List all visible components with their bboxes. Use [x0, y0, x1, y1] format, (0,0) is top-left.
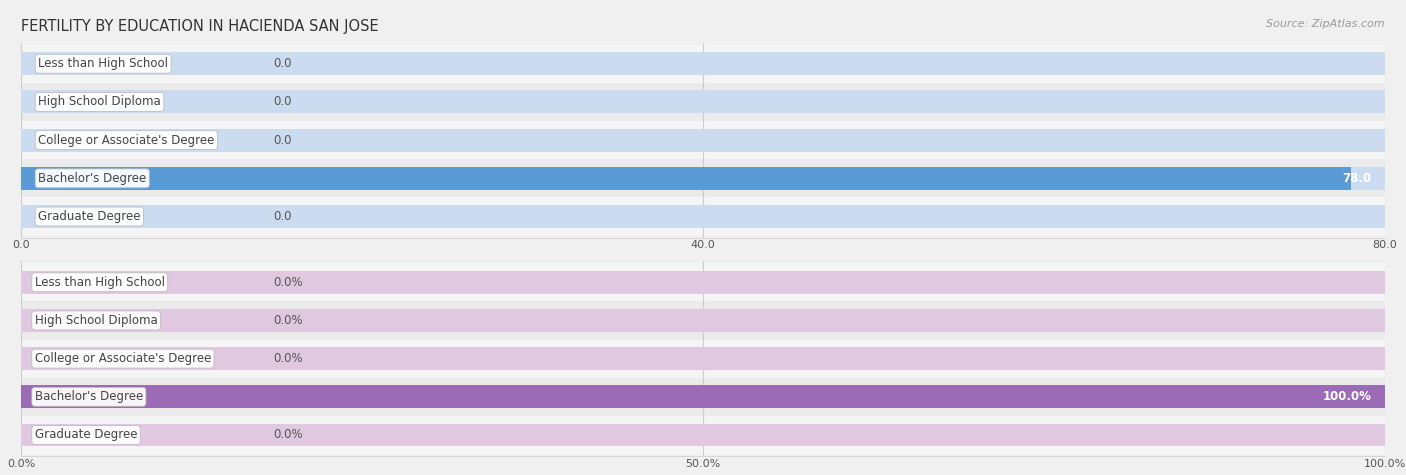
Bar: [21, 167, 1351, 190]
Bar: [21, 340, 1385, 378]
Bar: [21, 45, 1385, 83]
Text: Graduate Degree: Graduate Degree: [35, 428, 138, 441]
Text: FERTILITY BY EDUCATION IN HACIENDA SAN JOSE: FERTILITY BY EDUCATION IN HACIENDA SAN J…: [21, 19, 378, 34]
Text: Graduate Degree: Graduate Degree: [38, 210, 141, 223]
Bar: [21, 167, 1385, 190]
Text: 0.0: 0.0: [273, 210, 292, 223]
Bar: [21, 52, 1385, 75]
Text: High School Diploma: High School Diploma: [35, 314, 157, 327]
Text: Less than High School: Less than High School: [38, 57, 169, 70]
Text: 0.0%: 0.0%: [273, 276, 304, 289]
Text: 0.0%: 0.0%: [273, 428, 304, 441]
Bar: [21, 424, 1385, 446]
Bar: [21, 159, 1385, 198]
Bar: [21, 90, 1385, 114]
Text: High School Diploma: High School Diploma: [38, 95, 160, 108]
Bar: [21, 416, 1385, 454]
Text: Source: ZipAtlas.com: Source: ZipAtlas.com: [1267, 19, 1385, 29]
Text: 0.0: 0.0: [273, 57, 292, 70]
Bar: [21, 378, 1385, 416]
Text: 0.0%: 0.0%: [273, 352, 304, 365]
Bar: [21, 205, 1385, 228]
Text: Less than High School: Less than High School: [35, 276, 165, 289]
Bar: [21, 129, 1385, 152]
Text: 100.0%: 100.0%: [1323, 390, 1371, 403]
Text: 0.0: 0.0: [273, 95, 292, 108]
Bar: [21, 83, 1385, 121]
Bar: [21, 347, 1385, 370]
Text: College or Associate's Degree: College or Associate's Degree: [35, 352, 211, 365]
Text: 0.0%: 0.0%: [273, 314, 304, 327]
Bar: [21, 301, 1385, 340]
Text: 0.0: 0.0: [273, 133, 292, 147]
Bar: [21, 271, 1385, 294]
Bar: [21, 198, 1385, 236]
Text: College or Associate's Degree: College or Associate's Degree: [38, 133, 215, 147]
Bar: [21, 385, 1385, 408]
Text: Bachelor's Degree: Bachelor's Degree: [35, 390, 143, 403]
Bar: [21, 121, 1385, 159]
Bar: [21, 309, 1385, 332]
Text: Bachelor's Degree: Bachelor's Degree: [38, 172, 146, 185]
Bar: [21, 263, 1385, 301]
Text: 78.0: 78.0: [1343, 172, 1371, 185]
Bar: [21, 385, 1385, 408]
